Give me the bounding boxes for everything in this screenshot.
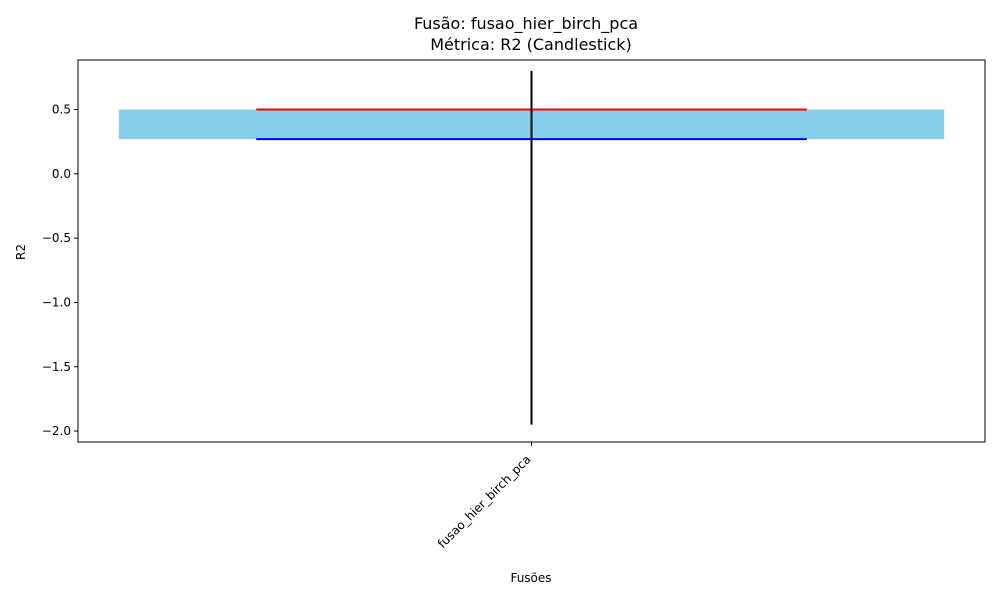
y-tick-label: −1.5 xyxy=(42,360,71,374)
y-tick-label: −0.5 xyxy=(42,231,71,245)
y-tick-label: −1.0 xyxy=(42,295,71,309)
y-tick-label: −2.0 xyxy=(42,424,71,438)
x-axis-label: Fusões xyxy=(510,571,551,585)
y-tick-label: 0.0 xyxy=(52,167,71,181)
y-tick-label: 0.5 xyxy=(52,103,71,117)
chart-subtitle: Métrica: R2 (Candlestick) xyxy=(430,35,632,54)
y-axis-label: R2 xyxy=(14,244,28,260)
x-tick-label: fusao_hier_birch_pca xyxy=(435,452,534,551)
x-axis: fusao_hier_birch_pca xyxy=(435,442,534,551)
plot-area xyxy=(118,70,945,425)
y-axis: −2.0 −1.5 −1.0 −0.5 0.0 0.5 xyxy=(42,103,78,438)
chart-title: Fusão: fusao_hier_birch_pca xyxy=(414,14,638,34)
